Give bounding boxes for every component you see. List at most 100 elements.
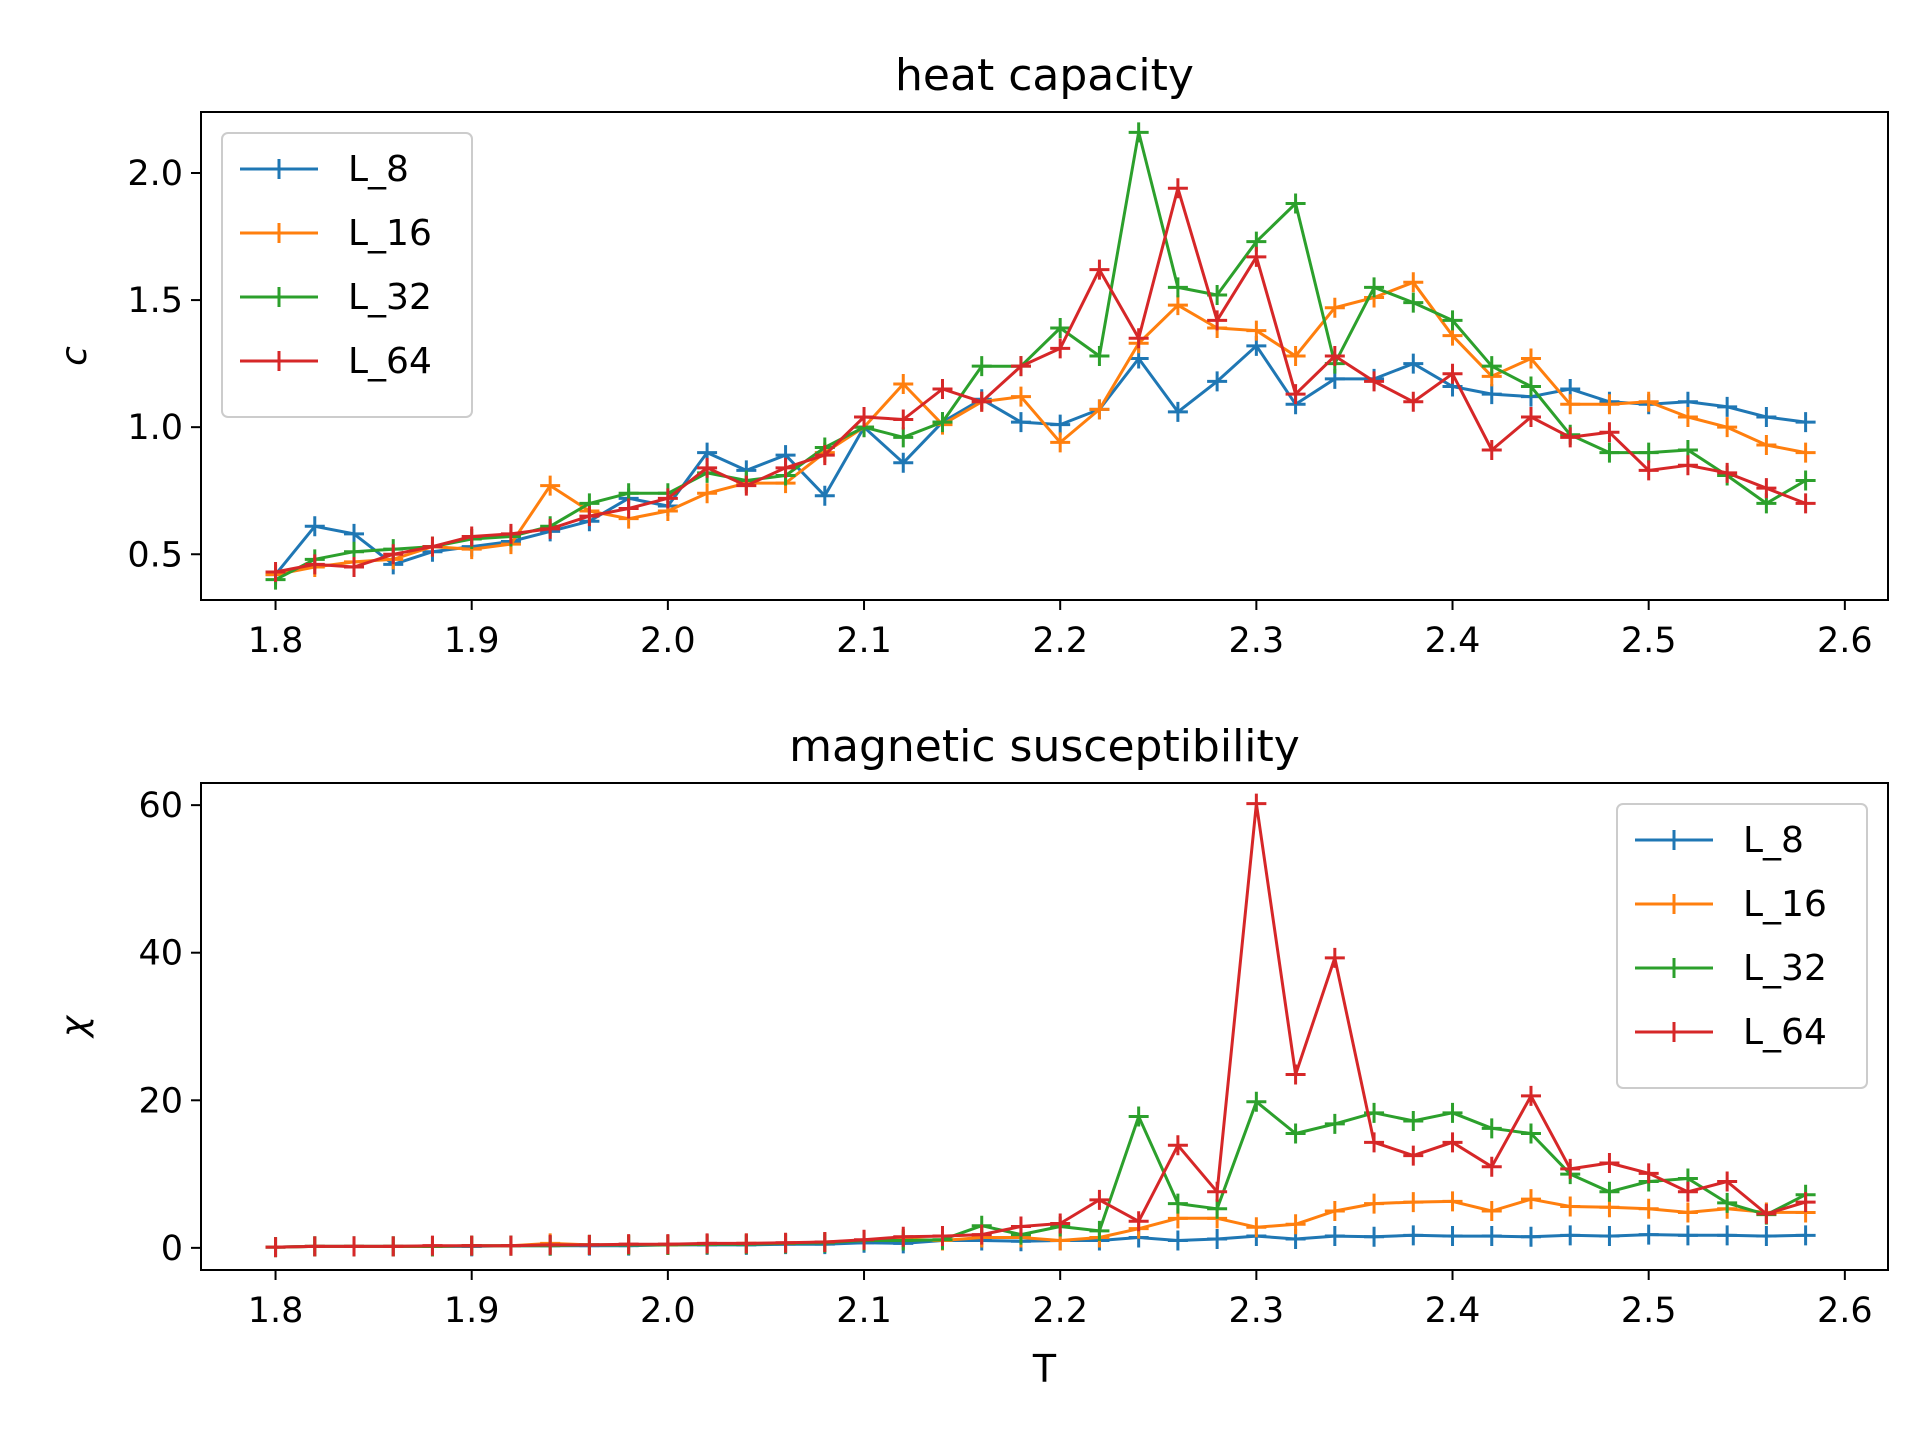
series-L_64 [265,793,1816,1258]
legend-item: L_8 [1635,820,1804,861]
data-point [1677,455,1698,476]
legend-label: L_8 [348,149,409,190]
x-tick-label: 2.5 [1621,621,1677,661]
legend-swatch-marker [1664,958,1684,978]
legend-box [221,132,473,418]
data-point [1128,328,1149,349]
data-point [893,409,914,430]
data-point [971,1224,992,1245]
legend-item: L_16 [240,213,432,254]
data-point [657,1234,678,1255]
legend-swatch-marker [269,287,289,307]
data-point [1403,1145,1424,1166]
legend-item: L_16 [1635,884,1827,925]
legend-swatch-marker [269,351,289,371]
data-point [1795,1192,1816,1213]
data-point [1795,442,1816,463]
data-point [1167,1230,1188,1251]
data-point [1599,394,1620,415]
data-point [1677,1181,1698,1202]
data-point [1403,1225,1424,1246]
data-point [1717,417,1738,438]
data-point [1010,1216,1031,1237]
data-point [775,1232,796,1253]
data-point [1560,394,1581,415]
data-point [971,391,992,412]
data-point [1285,193,1306,214]
data-point [1364,1132,1385,1153]
data-point [1246,320,1267,341]
data-point [1560,1158,1581,1179]
data-point [1442,1191,1463,1212]
data-point [540,475,561,496]
data-point [461,526,482,547]
x-tick-label: 1.8 [248,1291,304,1331]
data-point [1520,1226,1541,1247]
series-line-L_64 [275,186,1807,574]
data-point [1364,1226,1385,1247]
data-point [1246,1217,1267,1238]
axes-frame [200,782,1889,1271]
x-tick-label: 1.8 [248,621,304,661]
data-point [1756,407,1777,427]
data-point [540,518,561,539]
x-tick-label: 2.6 [1817,621,1873,661]
data-point [1167,1135,1188,1156]
legend-item: L_64 [240,341,432,382]
data-point [1089,259,1110,280]
legend-label: L_64 [348,341,432,382]
data-point [1050,318,1071,339]
data-point [1481,440,1502,461]
data-point [618,1234,639,1255]
legend: L_8 L_16 L_32 L_64 [1616,803,1868,1089]
x-tick-label: 2.2 [1032,1291,1088,1331]
data-point [1324,1113,1345,1134]
data-point [1089,1189,1110,1210]
data-point [1128,122,1149,143]
data-point [1795,470,1816,491]
series-line-L_16 [275,280,1806,577]
data-point [1089,399,1110,420]
data-point [1442,1132,1463,1153]
data-point [697,483,718,504]
data-point [1324,346,1345,366]
data-point [1285,1064,1306,1085]
data-point [1638,460,1659,481]
data-point [1599,1153,1620,1174]
y-tick-label: 20 [138,1081,183,1121]
data-point [422,536,443,557]
legend-item: L_64 [1635,1012,1827,1053]
x-tick-label: 1.9 [444,621,500,661]
series-line-L_8 [274,344,1806,576]
data-point [1442,363,1463,384]
data-point [1403,353,1424,374]
chart-panel-1: heat capacity 1.8 1.9 2.0 2.1 2.2 2.3 2.4 2.5 2.6… [54,50,1889,661]
data-point [1403,1110,1424,1131]
y-tick-label: 1.0 [127,408,183,448]
data-point [1207,310,1228,331]
data-point [1795,1225,1816,1246]
data-point [1560,1196,1581,1217]
data-point [1010,386,1031,407]
legend-box [1616,803,1868,1089]
legend-swatch-marker [269,223,289,243]
data-point [1167,401,1188,422]
data-point [1246,246,1267,267]
data-point [814,1231,835,1252]
data-point [1050,414,1071,435]
data-point [1717,1192,1738,1213]
data-point [1756,1226,1777,1247]
legend-swatch-marker [1664,1022,1684,1042]
data-point [1207,371,1228,392]
legend-swatch-marker [1664,830,1684,850]
data-point [1442,1102,1463,1123]
data-point [1520,1085,1541,1106]
data-point [1324,297,1345,318]
data-point [1167,277,1188,298]
data-point [932,1226,953,1247]
data-point [1364,277,1385,298]
legend-item: L_32 [240,277,432,318]
series-L_64 [265,178,1816,583]
chart-title: magnetic susceptibility [789,721,1300,772]
